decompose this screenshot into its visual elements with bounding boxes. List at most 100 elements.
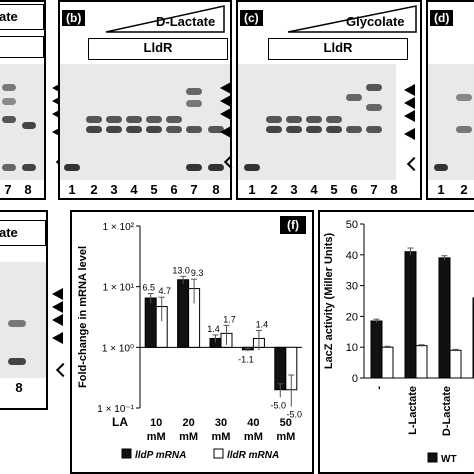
gel-d-lane-2: 2 [460, 182, 468, 197]
gel-b-title: D-Lactate [156, 14, 216, 29]
y-axis-label: Fold-change in mRNA level [77, 246, 89, 388]
y-tick-label: 20 [346, 311, 358, 323]
gel-c-lane-2: 2 [270, 182, 278, 197]
panel-label-f-bg [280, 216, 306, 234]
x-category-unit: mM [212, 431, 231, 443]
arrow-open-icon [55, 362, 71, 378]
y-axis-label: LacZ activity (Miller Units) [323, 233, 335, 370]
legend-swatch [213, 448, 224, 459]
data-label: 4.7 [158, 286, 171, 296]
y-tick-label: 1 × 10⁻¹ [97, 404, 134, 415]
x-category-value: 20 [182, 417, 194, 429]
gel-panel-d: (d) 1 2 [426, 0, 474, 200]
gel-c-lane-3: 3 [290, 182, 298, 197]
gel-c-lane-7: 7 [370, 182, 378, 197]
data-label: -5.0 [271, 400, 287, 410]
arrow-filled-icon [404, 97, 415, 109]
y-tick-label: 30 [346, 281, 358, 293]
panel-label-d: (d) [430, 10, 454, 26]
x-category-label: D-Lactate [441, 386, 453, 436]
gel-b-image [60, 64, 230, 180]
gel-panel-a: ate 7 8 [0, 0, 46, 200]
gel-panel-e: ate 8 [0, 210, 48, 410]
gradient-triangle-icon [287, 5, 417, 33]
gel-e-title: ate [0, 220, 46, 246]
legend-swatch [121, 448, 132, 459]
legend-label: WT [441, 454, 457, 465]
x-category-unit: mM [276, 431, 295, 443]
arrow-filled-icon [220, 108, 231, 120]
y-tick-label: 10 [346, 342, 358, 354]
x-category-label: L-Lactate [407, 386, 419, 435]
legend-swatch [427, 452, 438, 463]
x-category-unit: mM [147, 431, 166, 443]
y-tick-label: 40 [346, 250, 358, 262]
arrow-filled-icon [52, 82, 63, 94]
arrow-filled-icon [220, 95, 231, 107]
gel-e-image [0, 262, 46, 378]
gel-c-lane-1: 1 [248, 182, 256, 197]
arrow-filled-icon [220, 126, 231, 138]
y-tick-label: 1 × 10² [103, 222, 135, 233]
gel-c-lane-4: 4 [310, 182, 318, 197]
data-label: 13.0 [172, 265, 190, 275]
x-category-unit: mM [179, 431, 198, 443]
arrow-filled-icon [52, 108, 63, 120]
y-tick-label: 0 [352, 373, 358, 385]
arrow-filled-icon [404, 110, 415, 122]
data-label: 9.3 [191, 268, 204, 278]
gel-d-lane-1: 1 [437, 182, 445, 197]
arrow-open-icon [406, 156, 420, 172]
data-label: 1.4 [207, 324, 220, 334]
bar-mutant [449, 349, 462, 379]
gel-c-lane-6: 6 [350, 182, 358, 197]
x-category-value: 10 [150, 417, 162, 429]
x-axis-label: LA [112, 415, 128, 429]
gel-panel-b: (b) D-Lactate LldR 1 2 3 4 5 6 7 8 [58, 0, 232, 200]
gel-e-lane-8: 8 [15, 380, 23, 395]
data-label: 1.4 [256, 319, 269, 329]
data-label: 6.5 [142, 283, 155, 293]
gel-a-lane-7: 7 [4, 182, 12, 197]
x-category-value: 30 [215, 417, 227, 429]
gel-b-lane-7: 7 [190, 182, 198, 197]
gel-b-lane-1: 1 [68, 182, 76, 197]
y-tick-label: 50 [346, 219, 358, 231]
y-tick-label: 1 × 10¹ [103, 283, 135, 294]
arrow-filled-icon [404, 128, 415, 140]
gel-a-image [0, 64, 44, 180]
panel-label-b: (b) [62, 10, 86, 26]
chart-panel-f: 1 × 10⁻¹ 1 × 10⁰ 1 × 10¹ 1 × 10² Fold-change… [70, 210, 314, 474]
arrow-filled-icon [52, 332, 63, 344]
gel-b-lane-6: 6 [170, 182, 178, 197]
bar-wt [438, 257, 451, 379]
gel-a-lane-8: 8 [24, 182, 32, 197]
gel-a-protein-box [0, 36, 44, 58]
legend-label: lldR mRNA [227, 450, 279, 461]
chart-panel-g: 0 10 20 30 40 50 LacZ activity (Miller Units) -… [318, 210, 474, 474]
panel-label-f: (f) [287, 218, 299, 232]
x-category-label: - [373, 386, 385, 390]
bar-lldp [144, 297, 157, 348]
panel-label-c: (c) [240, 10, 263, 26]
gel-panel-c: (c) Glycolate LldR 1 2 3 4 5 6 7 8 [236, 0, 422, 200]
gel-b-lane-3: 3 [110, 182, 118, 197]
gel-b-protein-box: LldR [88, 38, 228, 60]
data-label: -1.1 [238, 354, 254, 364]
gradient-triangle-icon [105, 5, 225, 33]
gel-b-lane-8: 8 [212, 182, 220, 197]
gel-a-title: ate [0, 4, 44, 30]
arrow-filled-icon [220, 82, 231, 94]
bar-mutant [415, 345, 428, 379]
x-category-unit: mM [244, 431, 263, 443]
bar-lldp [177, 279, 190, 348]
data-label: 1.7 [223, 314, 236, 324]
arrow-filled-icon [404, 84, 415, 96]
lacz-activity-chart: 0 10 20 30 40 50 LacZ activity (Miller Units) -… [323, 219, 474, 465]
arrow-filled-icon [52, 301, 63, 313]
fold-change-chart: 1 × 10⁻¹ 1 × 10⁰ 1 × 10¹ 1 × 10² Fold-change… [77, 216, 306, 461]
arrow-filled-icon [52, 95, 63, 107]
x-category-value: 40 [247, 417, 259, 429]
gel-c-lane-8: 8 [390, 182, 398, 197]
gel-c-image [238, 64, 396, 180]
